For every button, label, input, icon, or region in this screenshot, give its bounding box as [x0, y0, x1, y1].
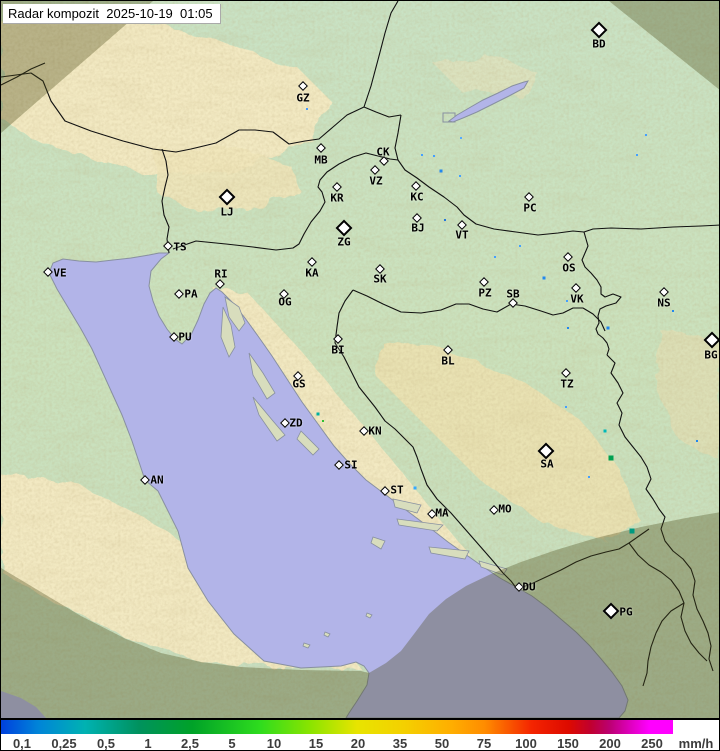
echo-pixel [565, 406, 567, 408]
station-code-label: DU [522, 580, 536, 594]
station-code-label: GZ [296, 91, 310, 105]
station-code-label: SK [373, 272, 387, 286]
echo-pixel [494, 256, 496, 258]
echo-pixel [608, 455, 614, 461]
legend-tick: 2,5 [180, 735, 200, 751]
tyrrhenian-corner [1, 691, 46, 718]
legend-tick: 20 [350, 735, 366, 751]
islands [220, 296, 508, 649]
echo-pixel [636, 154, 638, 156]
legend-tick: 10 [266, 735, 282, 751]
map-canvas [1, 1, 719, 718]
legend-tick: 100 [515, 735, 537, 751]
map-title: Radar kompozit [8, 6, 100, 21]
station-code-label: ZD [289, 416, 303, 430]
legend-tick: 50 [434, 735, 450, 751]
echo-pixel [696, 440, 698, 442]
legend-tick: 0,25 [51, 735, 77, 751]
station-code-label: ZG [337, 235, 351, 249]
station-code-label: BL [441, 354, 455, 368]
station-code-label: KA [305, 266, 319, 280]
echo-pixel [672, 310, 674, 312]
echo-pixel [459, 175, 461, 177]
legend-tick: 15 [308, 735, 324, 751]
legend-tick: 200 [599, 735, 621, 751]
station-code-label: SI [344, 458, 358, 472]
station-code-label: PA [184, 287, 198, 301]
echo-pixel [421, 154, 423, 156]
station-code-label: VZ [369, 174, 383, 188]
echo-pixel [322, 420, 324, 422]
legend-tick: 75 [476, 735, 492, 751]
echo-pixel [645, 134, 647, 136]
radar-map: GZ BD MB CK VZ KR KC LJ BJ PC VT ZG TS KA OS SK VE RI PA PZ… [1, 1, 719, 720]
station-code-label: SB [506, 287, 520, 301]
legend-tick: 0,1 [12, 735, 32, 751]
station-code-label: KN [368, 424, 382, 438]
station-code-label: NS [657, 296, 671, 310]
station-code-label: PC [523, 201, 537, 215]
station-code-label: RI [214, 267, 228, 281]
echo-pixel [588, 476, 590, 478]
lake-balaton [442, 80, 530, 123]
station-code-label: KC [410, 190, 424, 204]
station-code-label: PG [619, 605, 633, 619]
station-code-label: TS [173, 240, 187, 254]
station-code-label: VK [570, 292, 584, 306]
legend-tick: 250 [641, 735, 663, 751]
station-code-label: VE [53, 266, 67, 280]
echo-pixel [629, 528, 635, 534]
legend-tick: 0,5 [96, 735, 116, 751]
legend-tick-labels: 0,1 0,25 0,5 1 2,5 5 10 15 20 35 50 75 100 150 200 250 m… [1, 734, 719, 751]
echo-pixel [542, 276, 546, 280]
station-code-label: BG [704, 348, 718, 362]
legend-tick: 5 [228, 735, 236, 751]
station-code-label: TZ [560, 377, 574, 391]
echo-pixel [460, 137, 462, 139]
station-code-label: BI [331, 343, 345, 357]
station-code-label: OS [562, 261, 576, 275]
legend-unit: mm/h [678, 735, 714, 751]
station-code-label: VT [455, 228, 469, 242]
station-code-label: PZ [478, 286, 492, 300]
map-title-bar: Radar kompozit 2025-10-19 01:05 [3, 4, 221, 24]
legend-tick: 150 [557, 735, 579, 751]
station-code-label: LJ [220, 205, 234, 219]
map-date: 2025-10-19 [106, 6, 173, 21]
echo-pixel [519, 245, 521, 247]
station-code-label: PU [178, 330, 192, 344]
station-code-label: MA [435, 506, 449, 520]
echo-pixel [444, 219, 446, 221]
station-code-label: ST [390, 483, 404, 497]
station-code-label: SA [540, 457, 554, 471]
echo-pixel [413, 486, 417, 490]
station-code-label: KR [330, 191, 344, 205]
legend-tick: 35 [392, 735, 408, 751]
echo-pixel [433, 155, 435, 157]
adriatic-sea [48, 252, 629, 718]
echo-pixel [603, 429, 607, 433]
legend-tick: 1 [144, 735, 152, 751]
echo-pixel [606, 326, 610, 330]
station-code-label: AN [150, 473, 164, 487]
echo-pixel [439, 169, 443, 173]
country-borders [1, 1, 719, 687]
station-code-label: MO [498, 502, 512, 516]
echo-pixel [316, 412, 320, 416]
station-code-label: BJ [411, 221, 425, 235]
legend-gradient-bar [1, 720, 673, 734]
echo-pixel [306, 108, 308, 110]
intensity-legend: 0,1 0,25 0,5 1 2,5 5 10 15 20 35 50 75 100 150 200 250 m… [1, 720, 719, 751]
station-code-label: GS [292, 377, 306, 391]
map-time: 01:05 [180, 6, 213, 21]
station-code-label: MB [314, 153, 328, 167]
radar-range-shade [1, 1, 719, 718]
station-code-label: CK [376, 145, 390, 159]
station-code-label: OG [278, 295, 292, 309]
echo-pixel [566, 300, 568, 302]
echo-pixel [567, 327, 569, 329]
station-code-label: BD [592, 37, 606, 51]
